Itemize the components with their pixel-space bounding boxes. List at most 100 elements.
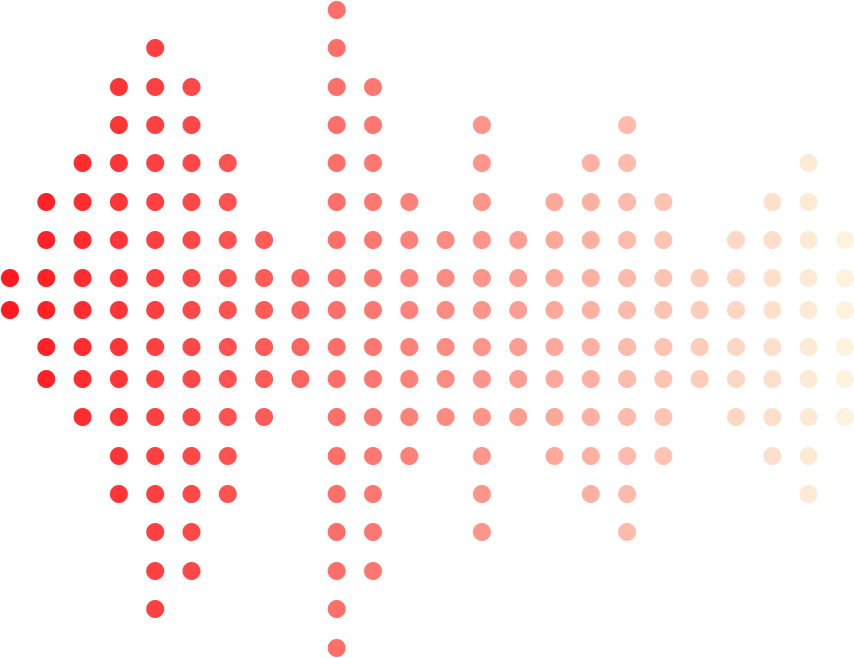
wave-dot: [654, 301, 673, 319]
wave-dot: [763, 370, 782, 388]
wave-dot: [291, 301, 310, 319]
wave-dot: [146, 193, 165, 211]
wave-dot: [109, 154, 128, 172]
wave-dot: [73, 269, 92, 287]
wave-dot: [545, 338, 564, 356]
wave-dot: [327, 447, 346, 465]
wave-dot: [364, 523, 382, 541]
wave-dot: [654, 231, 673, 249]
wave-dot: [73, 408, 92, 426]
wave-dot: [255, 269, 274, 287]
wave-dot: [364, 116, 382, 134]
wave-dot: [835, 408, 854, 426]
wave-dot: [618, 485, 637, 503]
wave-dot: [509, 338, 528, 356]
wave-dot: [109, 78, 128, 96]
wave-dot: [763, 269, 782, 287]
wave-dot: [654, 269, 673, 287]
wave-dot: [109, 370, 128, 388]
wave-dot: [109, 447, 128, 465]
wave-dot: [327, 1, 346, 19]
wave-dot: [690, 338, 709, 356]
wave-dot: [182, 562, 201, 580]
wave-dot: [327, 154, 346, 172]
wave-dot: [37, 370, 56, 388]
wave-dot: [364, 408, 382, 426]
wave-dot: [727, 301, 745, 319]
wave-dot: [182, 370, 201, 388]
wave-dot: [472, 193, 491, 211]
wave-dot: [218, 485, 237, 503]
wave-dot: [835, 370, 854, 388]
wave-dot: [727, 269, 745, 287]
wave-dot: [291, 370, 310, 388]
wave-dot: [182, 269, 201, 287]
wave-dot: [581, 447, 600, 465]
wave-dot: [218, 154, 237, 172]
wave-dot: [109, 269, 128, 287]
wave-dot: [835, 269, 854, 287]
wave-dot: [835, 231, 854, 249]
wave-dot: [73, 154, 92, 172]
wave-dot: [218, 193, 237, 211]
wave-dot: [618, 370, 637, 388]
wave-dot: [799, 370, 818, 388]
wave-dot: [763, 231, 782, 249]
wave-dot: [364, 447, 382, 465]
wave-dot: [545, 269, 564, 287]
wave-dot: [436, 269, 455, 287]
wave-dot: [146, 269, 165, 287]
wave-dot: [436, 231, 455, 249]
wave-dot: [37, 338, 56, 356]
wave-dot: [654, 338, 673, 356]
wave-dot: [618, 523, 637, 541]
wave-dot: [654, 408, 673, 426]
wave-dot: [1, 269, 19, 287]
wave-dot: [327, 78, 346, 96]
wave-dot: [327, 408, 346, 426]
wave-dot: [690, 269, 709, 287]
wave-dot: [364, 301, 382, 319]
wave-dot: [581, 485, 600, 503]
wave-dot: [472, 116, 491, 134]
wave-dot: [364, 78, 382, 96]
wave-dot: [182, 231, 201, 249]
wave-dot: [581, 193, 600, 211]
wave-dot: [37, 193, 56, 211]
wave-dot: [146, 154, 165, 172]
wave-dot: [400, 193, 419, 211]
wave-dot: [327, 39, 346, 57]
wave-dot: [545, 370, 564, 388]
wave-dot: [182, 154, 201, 172]
wave-dot: [291, 338, 310, 356]
wave-dot: [364, 370, 382, 388]
wave-dot: [581, 154, 600, 172]
wave-dot: [255, 370, 274, 388]
wave-dot: [654, 447, 673, 465]
wave-dot: [400, 231, 419, 249]
wave-dot: [472, 154, 491, 172]
wave-dot: [218, 231, 237, 249]
wave-dot: [364, 562, 382, 580]
wave-dot: [218, 301, 237, 319]
wave-dot: [545, 301, 564, 319]
wave-dot: [182, 523, 201, 541]
wave-dot: [799, 154, 818, 172]
wave-dot: [364, 193, 382, 211]
wave-dot: [509, 301, 528, 319]
wave-dot: [763, 447, 782, 465]
wave-dot: [618, 447, 637, 465]
wave-dot: [727, 231, 745, 249]
wave-dot: [327, 639, 346, 657]
wave-dot: [472, 485, 491, 503]
wave-dot: [146, 78, 165, 96]
wave-dot: [400, 447, 419, 465]
wave-dot: [436, 338, 455, 356]
wave-dot: [472, 338, 491, 356]
wave-dot: [618, 338, 637, 356]
wave-dot: [654, 193, 673, 211]
wave-dot: [291, 269, 310, 287]
wave-dot: [109, 193, 128, 211]
wave-dot: [182, 338, 201, 356]
